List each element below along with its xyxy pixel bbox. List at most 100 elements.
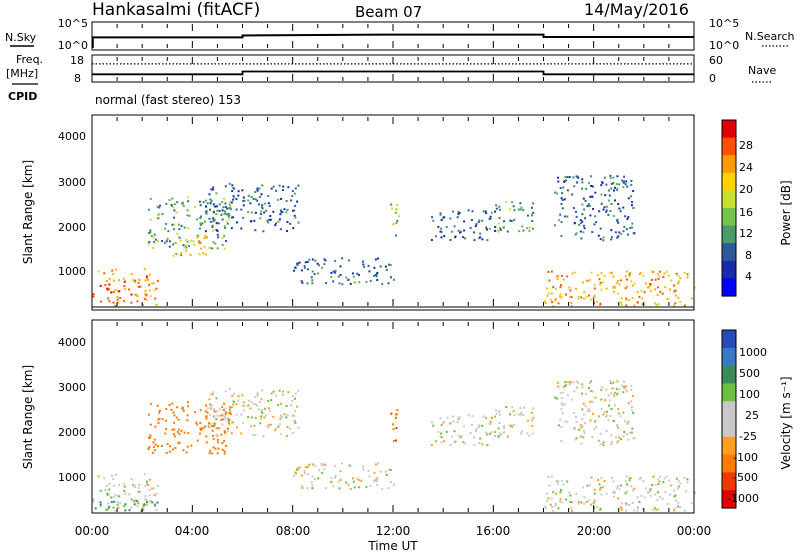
velocity-cells-cell: [432, 424, 435, 427]
velocity-cells-cell: [280, 402, 282, 405]
velocity-cells-cell: [626, 423, 629, 425]
velocity-cells-cell: [106, 492, 109, 495]
velocity-cells-cell: [618, 488, 621, 491]
power-cells-cell: [453, 225, 456, 228]
velocity-cells-cell: [250, 425, 253, 427]
power-cells-cell: [270, 187, 273, 190]
power-cells-cell: [627, 233, 630, 236]
velocity-cells-cell: [172, 448, 175, 451]
power-cells-cell: [311, 258, 314, 261]
power-cells-cell: [571, 193, 574, 196]
power-cells-cell: [265, 209, 268, 212]
power-cells-cell: [616, 236, 619, 239]
power-cells-cell: [631, 297, 634, 300]
velocity-cells-cell: [527, 419, 529, 422]
power-cells-cell: [334, 269, 337, 272]
velocity-cells-cell: [513, 424, 516, 426]
power-cells-cell: [556, 192, 559, 195]
velocity-cells-cell: [670, 484, 673, 487]
power-cells-cell: [626, 278, 628, 281]
power-cells-cell: [205, 236, 208, 239]
power-cells-cell: [235, 198, 238, 201]
power-cells-cell: [670, 279, 673, 282]
velocity-colorbar-swatch: [722, 472, 736, 491]
velocity-cells-cell: [225, 445, 228, 447]
velocity-cells-cell: [590, 476, 593, 479]
power-cells-cell: [254, 198, 257, 201]
power-cells-cell: [609, 177, 612, 180]
power-cells-cell: [294, 204, 297, 207]
velocity-cells-cell: [495, 412, 498, 415]
velocity-cells-cell: [673, 489, 676, 492]
power-cells-cell: [292, 209, 294, 212]
velocity-cells-cell: [528, 434, 531, 437]
power-cells-cell: [544, 302, 547, 305]
velocity-cells-cell: [580, 442, 583, 445]
power-colorbar-swatch: [722, 137, 736, 156]
power-cells-cell: [272, 185, 275, 188]
velocity-cells-cell: [446, 416, 449, 419]
velocity-cells-cell: [116, 501, 119, 503]
velocity-cells-cell: [454, 441, 457, 444]
velocity-cb-tick-500: 500: [739, 367, 760, 380]
power-cells-cell: [599, 302, 602, 305]
velocity-cells-cell: [593, 428, 596, 431]
power-cells-cell: [575, 215, 578, 218]
power-cells-cell: [616, 175, 619, 178]
velocity-cells-cell: [369, 484, 372, 487]
power-cells-cell: [628, 274, 631, 277]
velocity-cells-cell: [624, 420, 627, 423]
power-cells-cell: [575, 175, 578, 178]
power-cells-cell: [313, 273, 316, 276]
velocity-cells-cell: [240, 432, 243, 435]
velocity-cells-cell: [392, 483, 395, 486]
power-cells-cell: [605, 210, 608, 213]
power-cells-cell: [629, 227, 632, 229]
power-cells-cell: [521, 225, 524, 228]
power-cells-cell: [249, 202, 252, 205]
velocity-cells-cell: [256, 404, 259, 407]
power-cells-cell: [463, 229, 466, 232]
power-cells-cell: [560, 203, 563, 206]
power-cells-cell: [199, 227, 201, 230]
velocity-cells-cell: [267, 426, 270, 429]
power-cells-cell: [260, 193, 263, 196]
velocity-cells-cell: [106, 508, 109, 511]
velocity-cells-cell: [624, 388, 627, 391]
power-colorbar-label: Power [dB]: [779, 180, 793, 245]
power-cells-cell: [595, 221, 598, 224]
power-cells-cell: [108, 277, 111, 280]
power-cells-cell: [449, 217, 452, 220]
velocity-cells-cell: [128, 493, 131, 496]
power-cells-cell: [172, 206, 175, 209]
power-cells-cell: [592, 296, 595, 299]
velocity-cells-cell: [112, 484, 115, 487]
power-cells-cell: [103, 272, 106, 275]
velocity-cells-cell: [286, 435, 288, 437]
velocity-cells-cell: [152, 441, 155, 444]
power-cells-cell: [603, 176, 606, 179]
power-cells-cell: [593, 294, 596, 297]
velocity-cells-cell: [453, 430, 456, 433]
power-cells-cell: [654, 288, 657, 291]
velocity-cells-cell: [207, 425, 210, 428]
power-cells-cell: [394, 211, 397, 214]
velocity-cells-cell: [298, 466, 301, 469]
power-cells-cell: [375, 275, 378, 278]
velocity-cells-cell: [557, 381, 559, 384]
velocity-cells-cell: [149, 434, 152, 437]
power-cells-cell: [479, 232, 482, 235]
power-cells-cell: [214, 205, 217, 208]
power-cells-cell: [293, 209, 296, 212]
velocity-cells-cell: [584, 422, 586, 425]
power-cells-cell: [144, 293, 147, 296]
power-cells-cell: [563, 215, 566, 218]
power-cells-cell: [349, 282, 352, 285]
velocity-cells-cell: [209, 406, 212, 409]
power-cells-cell: [286, 230, 288, 232]
velocity-cells-cell: [558, 500, 561, 503]
power-cells-cell: [628, 299, 631, 301]
power-cells-cell: [561, 207, 564, 210]
power-cells-cell: [188, 245, 191, 247]
velocity-cells-cell: [218, 414, 221, 417]
